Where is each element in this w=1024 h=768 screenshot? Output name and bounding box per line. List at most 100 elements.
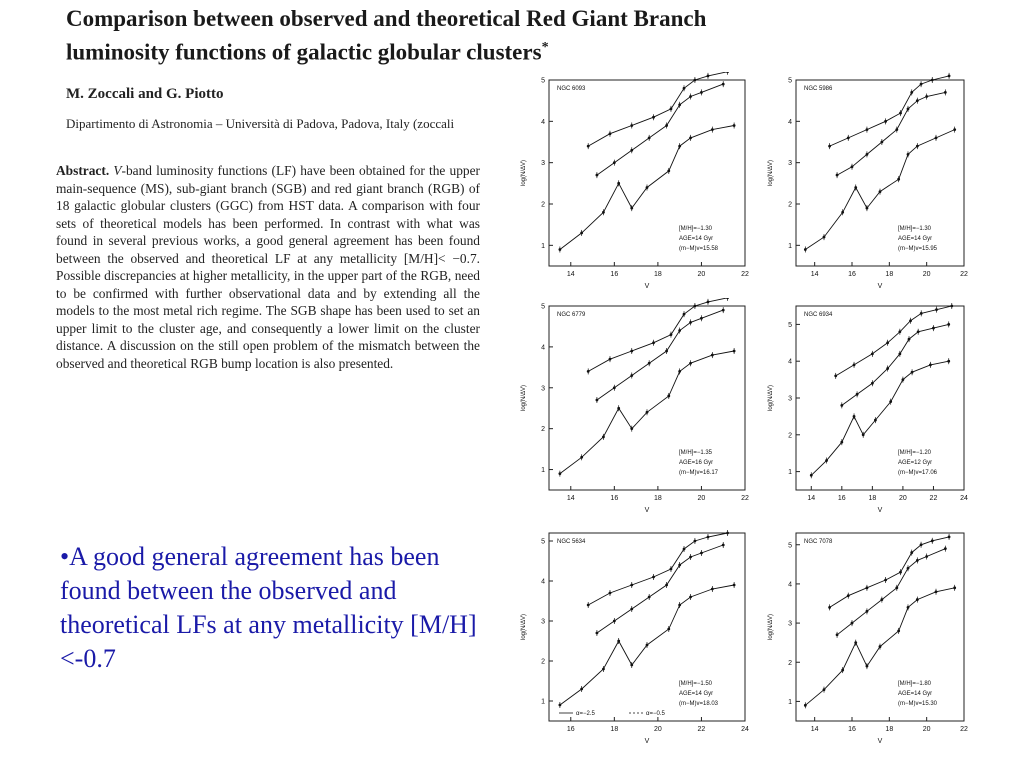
data-point	[898, 330, 902, 334]
x-tick-label: 24	[741, 726, 749, 733]
data-point	[678, 563, 682, 567]
data-point	[916, 330, 920, 334]
y-tick-label: 4	[788, 119, 792, 126]
data-point	[865, 609, 869, 613]
y-tick-label: 5	[788, 322, 792, 329]
data-point	[953, 128, 957, 131]
data-point	[652, 575, 655, 579]
data-point	[852, 363, 856, 367]
data-point	[906, 107, 910, 111]
data-point	[689, 320, 692, 324]
abstract-heading: Abstract.	[56, 163, 110, 178]
x-tick-label: 18	[654, 271, 662, 278]
data-point	[558, 472, 562, 476]
data-point	[825, 459, 828, 462]
y-tick-label: 1	[541, 467, 545, 474]
legend-entry: [M/H]=−1.80	[898, 681, 932, 687]
x-tick-label: 16	[838, 495, 846, 502]
data-point	[915, 559, 919, 562]
data-point	[841, 210, 845, 214]
legend-entry: (m−M)v=18.03	[679, 701, 719, 707]
data-point	[932, 326, 935, 330]
data-point	[899, 570, 902, 574]
data-point	[919, 82, 923, 86]
data-point	[608, 357, 612, 361]
x-axis-label: V	[645, 738, 650, 745]
data-point	[880, 598, 884, 601]
data-point	[595, 398, 599, 402]
data-point	[906, 566, 910, 570]
x-tick-label: 18	[885, 726, 893, 733]
plot-frame	[548, 305, 746, 491]
data-point	[915, 144, 919, 148]
legend-entry: AGE=14 Gyr	[898, 236, 932, 242]
y-tick-label: 3	[541, 385, 545, 392]
data-point	[652, 341, 655, 345]
y-tick-label: 3	[541, 160, 545, 167]
x-tick-label: 22	[741, 495, 749, 502]
legend-entry: AGE=12 Gyr	[898, 460, 932, 466]
data-point	[865, 128, 869, 131]
y-axis-label: log(N/ΔV)	[768, 385, 774, 411]
data-point	[647, 136, 651, 140]
data-point	[901, 378, 905, 381]
data-point	[906, 606, 910, 609]
data-point	[682, 312, 686, 316]
data-point	[678, 103, 682, 107]
data-point	[919, 311, 923, 315]
data-point	[689, 136, 692, 140]
data-point	[854, 186, 858, 189]
data-point	[943, 547, 947, 551]
data-point	[682, 86, 686, 90]
data-point	[710, 353, 714, 357]
data-point	[602, 210, 605, 214]
y-tick-label: 4	[788, 581, 792, 588]
data-point	[630, 427, 634, 431]
data-point	[899, 111, 902, 115]
x-tick-label: 18	[885, 271, 893, 278]
data-point	[710, 587, 714, 591]
data-point	[910, 91, 914, 94]
data-point	[732, 124, 736, 127]
legend-entry: [M/H]=−1.20	[898, 450, 932, 456]
y-tick-label: 4	[541, 344, 545, 351]
x-tick-label: 16	[610, 495, 618, 502]
data-point	[852, 415, 856, 418]
y-tick-label: 5	[541, 78, 545, 85]
x-tick-label: 24	[960, 495, 968, 502]
x-tick-label: 18	[654, 495, 662, 502]
x-tick-label: 16	[848, 726, 856, 733]
data-point	[586, 603, 590, 607]
data-point	[612, 161, 616, 165]
paper-title: Comparison between observed and theoreti…	[66, 4, 906, 67]
data-point	[630, 374, 634, 377]
x-tick-label: 16	[610, 271, 618, 278]
data-point	[895, 586, 899, 590]
data-point	[665, 583, 668, 587]
data-point	[678, 329, 682, 332]
data-point	[689, 595, 692, 599]
model-curve-1	[810, 360, 949, 476]
data-point	[865, 664, 869, 668]
x-tick-label: 20	[899, 495, 907, 502]
data-point	[580, 687, 584, 691]
affiliation: Dipartimento di Astronomia – Università …	[66, 116, 455, 131]
x-tick-label: 14	[811, 271, 819, 278]
y-tick-label: 1	[788, 469, 792, 476]
y-tick-label: 5	[788, 542, 792, 549]
x-tick-label: 22	[930, 495, 938, 502]
x-tick-label: 18	[868, 495, 876, 502]
data-point	[898, 352, 902, 356]
data-point	[895, 128, 899, 131]
legend-entry: [M/H]=−1.35	[679, 450, 713, 456]
data-point	[721, 308, 725, 312]
data-point	[608, 132, 612, 136]
title-footnote-mark: *	[541, 40, 549, 55]
data-point	[870, 381, 874, 385]
data-point	[612, 619, 616, 623]
data-point	[630, 663, 634, 667]
y-tick-label: 4	[788, 359, 792, 366]
data-point	[669, 333, 673, 337]
